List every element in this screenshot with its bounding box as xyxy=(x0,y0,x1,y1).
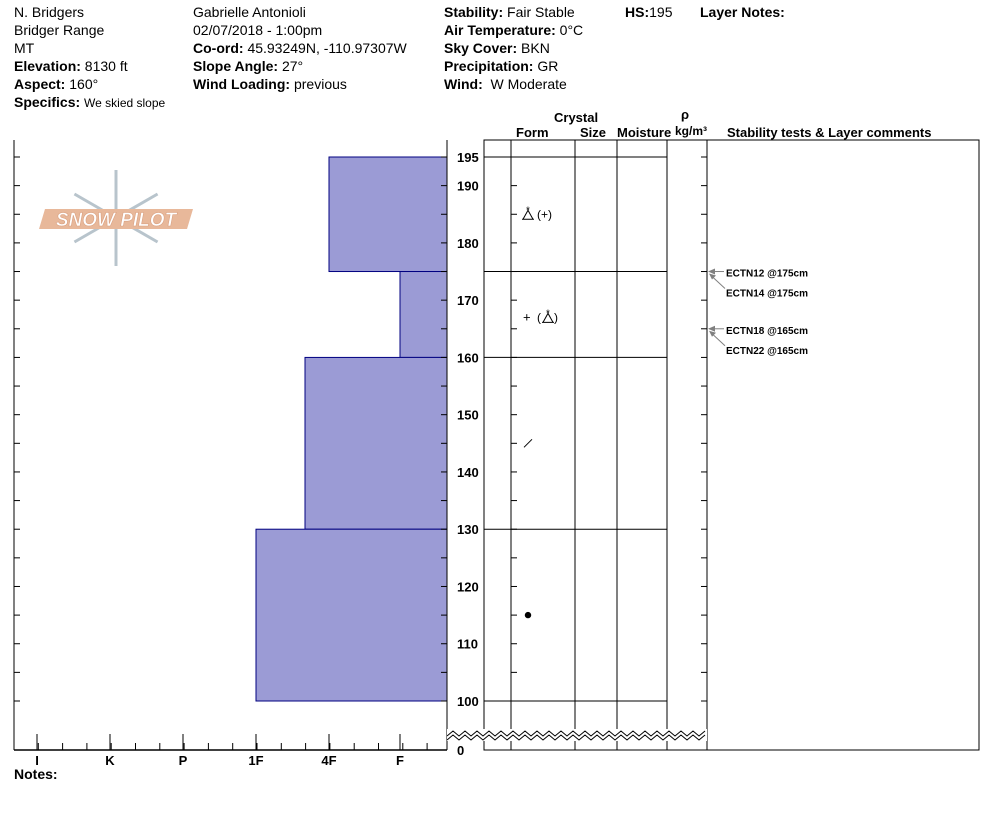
depth-label: 140 xyxy=(457,465,479,480)
depth-label: 100 xyxy=(457,694,479,709)
col-crystal: Crystal xyxy=(554,110,599,125)
arrow-head xyxy=(709,273,716,280)
depth-label: 0 xyxy=(457,743,464,758)
hs: HS:195 xyxy=(625,4,673,20)
hardness-label: 1F xyxy=(248,753,263,768)
stability-test-label: ECTN18 @165cm xyxy=(726,326,808,337)
axis-break-zigzag xyxy=(446,730,706,737)
notes-label: Notes: xyxy=(14,766,58,782)
col-moisture: Moisture xyxy=(617,125,672,140)
rounded-grains-icon xyxy=(524,611,532,619)
coord: Co-ord: 45.93249N, -110.97307W xyxy=(193,40,407,56)
precipitation: Precipitation: GR xyxy=(444,58,559,74)
faceted-rounded-icon xyxy=(522,209,534,220)
asterisk-icon: * xyxy=(546,308,550,319)
arrow-head xyxy=(709,330,716,337)
hardness-layer xyxy=(304,356,448,530)
logo-text: SNOW PILOT xyxy=(56,210,178,231)
datetime: 02/07/2018 - 1:00pm xyxy=(193,22,323,38)
logo-band xyxy=(39,209,193,229)
paren: ) xyxy=(554,310,558,324)
elevation: Elevation: 8130 ft xyxy=(14,58,128,74)
col-comments: Stability tests & Layer comments xyxy=(727,125,932,140)
col-size: Size xyxy=(580,125,607,140)
sky-cover: Sky Cover: BKN xyxy=(444,40,550,56)
hardness-label: F xyxy=(396,753,404,768)
observer: Gabrielle Antonioli xyxy=(193,4,306,20)
paren: ( xyxy=(537,310,541,324)
hardness-layer xyxy=(255,528,448,702)
hardness-label: 4F xyxy=(321,753,336,768)
break-mask xyxy=(447,729,707,741)
depth-label: 170 xyxy=(457,293,479,308)
faceted-rounded-icon xyxy=(542,312,554,323)
axis-break-zigzag xyxy=(446,734,706,741)
stability-test-label: ECTN22 @165cm xyxy=(726,346,808,357)
depth-label: 190 xyxy=(457,179,479,194)
depth-label: 160 xyxy=(457,350,479,365)
depth-label: 180 xyxy=(457,236,479,251)
hardness-label: P xyxy=(179,753,188,768)
hardness-layer xyxy=(399,271,448,358)
depth-label: 150 xyxy=(457,408,479,423)
hardness-label: I xyxy=(35,753,39,768)
col-form: Form xyxy=(516,125,549,140)
wind-loading: Wind Loading: previous xyxy=(193,76,347,92)
depth-label: 195 xyxy=(457,150,479,165)
decomposing-fragments-icon xyxy=(523,438,533,448)
state: MT xyxy=(14,40,35,56)
snowpilot-logo: SNOW PILOT xyxy=(39,170,193,266)
col-rho: ρ xyxy=(681,107,690,122)
specifics: Specifics: We skied slope xyxy=(14,94,166,110)
slope-angle: Slope Angle: 27° xyxy=(193,58,304,74)
form-symbol-rest: (+) xyxy=(537,207,552,221)
location: N. Bridgers xyxy=(14,4,85,20)
hardness-layer xyxy=(328,156,448,273)
layer-notes-label: Layer Notes: xyxy=(700,4,785,20)
arrow-head xyxy=(708,325,715,332)
stability: Stability: Fair Stable xyxy=(444,4,575,20)
stability-test-label: ECTN14 @175cm xyxy=(726,289,808,300)
wind: Wind: W Moderate xyxy=(444,76,567,92)
stability-test-label: ECTN12 @175cm xyxy=(726,269,808,280)
depth-label: 110 xyxy=(457,637,478,652)
depth-label: 120 xyxy=(457,579,479,594)
aspect: Aspect: 160° xyxy=(14,76,99,92)
col-density: kg/m³ xyxy=(675,124,708,138)
arrow-head xyxy=(708,268,715,275)
hardness-label: K xyxy=(105,753,115,768)
grid-frame xyxy=(483,139,980,751)
precip-particles-icon: + xyxy=(523,309,531,324)
asterisk-icon: * xyxy=(526,205,530,216)
range: Bridger Range xyxy=(14,22,105,38)
depth-label: 130 xyxy=(457,522,479,537)
air-temp: Air Temperature: 0°C xyxy=(444,22,584,38)
